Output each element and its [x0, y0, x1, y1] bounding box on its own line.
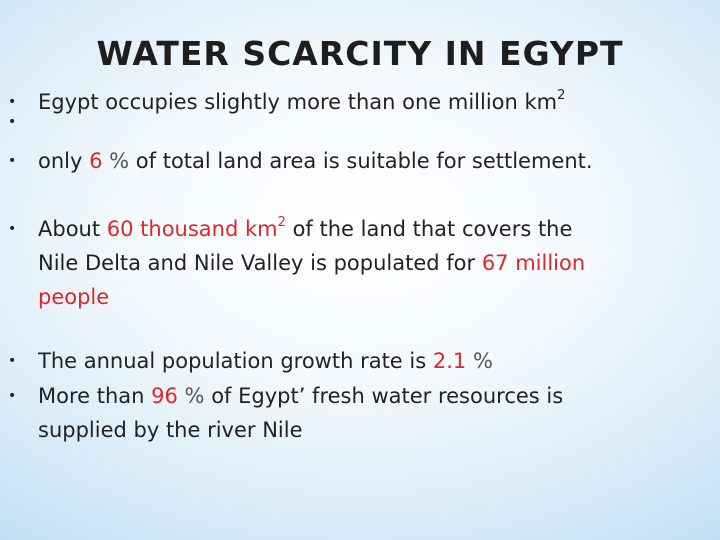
bullet-text-area: Egypt occupies slightly more than one mi… — [38, 88, 565, 117]
text-segment: of total land area is suitable for settl… — [135, 149, 593, 173]
superscript: 2 — [277, 215, 286, 230]
bullet-marker: • — [8, 153, 17, 169]
bullet-fresh-water-line2: supplied by the river Nile — [38, 416, 303, 445]
bullet-growth-rate: The annual population growth rate is 2.1… — [38, 347, 493, 376]
bullet-marker: • — [8, 353, 17, 369]
bullet-populated-land-line3: people — [38, 283, 109, 312]
bullet-marker-empty: • — [8, 114, 17, 130]
text-segment: of the land that covers the — [285, 217, 573, 241]
highlight-value: 6 — [89, 149, 103, 173]
percent-sign: % — [102, 149, 136, 173]
highlight-value: 2.1 — [432, 349, 467, 373]
bullet-marker: • — [8, 221, 17, 237]
text-segment: About — [38, 217, 107, 241]
bullet-land-settlement: only 6 % of total land area is suitable … — [38, 147, 593, 176]
highlight-value: 96 — [151, 384, 178, 408]
bullet-populated-land-line2: Nile Delta and Nile Valley is populated … — [38, 249, 585, 278]
superscript: 2 — [557, 88, 566, 103]
highlight-value: 67 million — [481, 251, 586, 275]
highlight-value: people — [38, 285, 110, 309]
text-segment: only — [38, 149, 90, 173]
text-segment: supplied by the river Nile — [38, 418, 303, 442]
percent-sign: % — [177, 384, 212, 408]
bullet-fresh-water: More than 96 % of Egypt’ fresh water res… — [38, 382, 563, 411]
percent-sign: % — [466, 349, 493, 373]
text-segment: of Egypt’ fresh water resources is — [211, 384, 564, 408]
text-segment: More than — [38, 384, 152, 408]
highlight-value: 60 thousand km — [106, 217, 278, 241]
text-segment: Nile Delta and Nile Valley is populated … — [38, 251, 482, 275]
bullet-marker: • — [8, 94, 17, 110]
text-segment: Egypt occupies slightly more than one mi… — [38, 90, 558, 114]
slide-title: WATER SCARCITY IN EGYPT — [96, 34, 624, 73]
text-segment: The annual population growth rate is — [38, 349, 433, 373]
bullet-marker: • — [8, 388, 17, 404]
bullet-populated-land: About 60 thousand km2 of the land that c… — [38, 215, 572, 244]
